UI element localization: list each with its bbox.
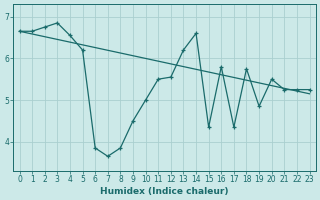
- X-axis label: Humidex (Indice chaleur): Humidex (Indice chaleur): [100, 187, 229, 196]
